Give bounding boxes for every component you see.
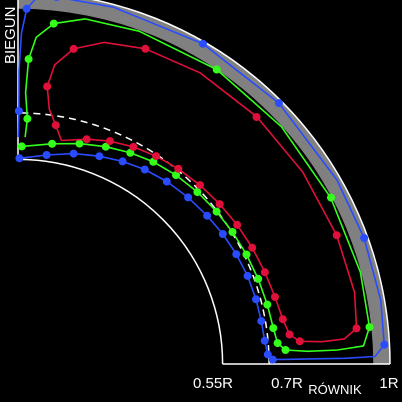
blue-marker bbox=[15, 154, 24, 163]
green-marker bbox=[48, 139, 57, 148]
blue-marker bbox=[263, 350, 272, 359]
red-marker bbox=[82, 135, 91, 144]
tick-label-055: 0.55R bbox=[193, 375, 233, 392]
green-marker bbox=[365, 323, 374, 332]
red-marker bbox=[248, 243, 257, 252]
blue-marker bbox=[380, 340, 389, 349]
green-marker bbox=[172, 171, 180, 180]
red-marker bbox=[352, 324, 361, 333]
red-marker bbox=[271, 293, 279, 301]
red-marker bbox=[260, 268, 269, 277]
blue-marker bbox=[203, 211, 212, 220]
blue-marker bbox=[198, 39, 207, 48]
red-marker bbox=[252, 113, 261, 121]
green-marker bbox=[281, 346, 290, 354]
green-marker bbox=[228, 228, 237, 236]
red-marker bbox=[332, 231, 341, 240]
green-marker bbox=[269, 324, 278, 333]
equator-label: RÓWNIK bbox=[308, 382, 362, 397]
blue-marker bbox=[69, 149, 78, 158]
red-marker bbox=[105, 137, 114, 146]
red-marker bbox=[174, 164, 183, 173]
red-marker bbox=[43, 82, 52, 91]
blue-curve-line bbox=[17, 0, 386, 361]
green-marker bbox=[17, 142, 26, 151]
blue-marker bbox=[22, 4, 31, 13]
green-curve-line bbox=[21, 18, 371, 353]
red-marker bbox=[233, 220, 242, 229]
blue-marker bbox=[268, 355, 277, 364]
blue-marker bbox=[252, 295, 260, 304]
red-marker bbox=[69, 44, 78, 53]
green-marker bbox=[75, 139, 84, 148]
blue-marker bbox=[14, 107, 23, 115]
blue-marker bbox=[42, 151, 51, 159]
blue-marker bbox=[360, 234, 369, 242]
green-marker bbox=[24, 55, 33, 64]
red-marker bbox=[295, 337, 304, 346]
blue-marker bbox=[243, 271, 252, 280]
red-marker bbox=[215, 200, 224, 209]
blue-marker bbox=[260, 336, 269, 345]
flow-curves bbox=[14, 0, 389, 364]
green-marker bbox=[101, 142, 110, 151]
blue-marker bbox=[95, 152, 104, 161]
red-marker bbox=[278, 315, 287, 324]
core-boundary bbox=[17, 158, 224, 365]
green-marker bbox=[273, 339, 282, 348]
blue-marker bbox=[257, 317, 266, 326]
green-marker bbox=[263, 300, 272, 309]
red-marker bbox=[285, 330, 294, 339]
blue-marker bbox=[118, 157, 127, 166]
red-marker bbox=[196, 181, 204, 190]
green-marker bbox=[49, 19, 58, 28]
blue-marker bbox=[140, 165, 149, 174]
green-marker bbox=[327, 193, 335, 202]
blue-marker bbox=[274, 99, 283, 108]
blue-marker bbox=[218, 230, 227, 238]
green-marker bbox=[254, 274, 263, 283]
blue-marker bbox=[53, 0, 60, 1]
tick-label-1: 1R bbox=[379, 375, 398, 392]
blue-marker bbox=[162, 177, 171, 186]
red-curve bbox=[43, 41, 361, 346]
green-marker bbox=[212, 65, 221, 74]
red-marker bbox=[129, 142, 138, 151]
red-marker bbox=[51, 121, 60, 130]
blue-marker bbox=[232, 250, 241, 259]
red-marker bbox=[141, 44, 150, 53]
green-marker bbox=[242, 250, 251, 259]
tachocline-dashed-ring bbox=[17, 112, 270, 365]
red-marker bbox=[152, 152, 161, 161]
tick-label-07: 0.7R bbox=[271, 375, 303, 392]
green-marker bbox=[212, 207, 221, 216]
green-marker bbox=[126, 148, 135, 157]
blue-marker bbox=[184, 193, 193, 202]
pole-label: BIEGUN bbox=[2, 6, 19, 64]
green-curve bbox=[17, 18, 374, 354]
green-marker bbox=[193, 188, 202, 196]
blue-curve bbox=[14, 0, 389, 364]
green-marker bbox=[23, 114, 32, 123]
